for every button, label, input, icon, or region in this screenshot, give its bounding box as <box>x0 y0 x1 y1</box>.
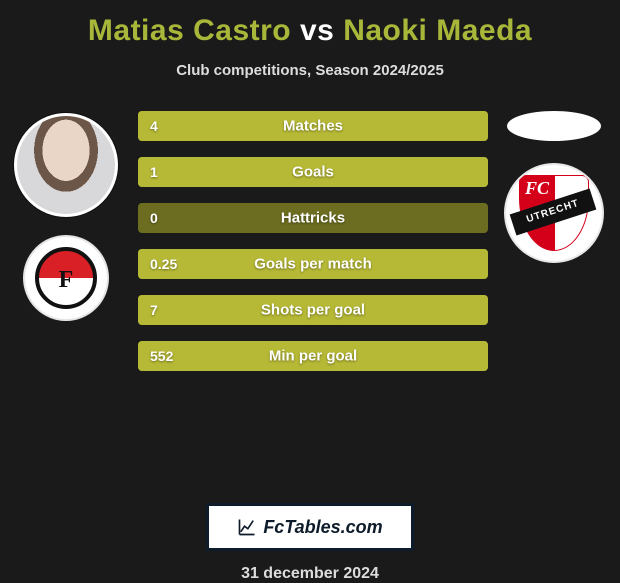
player1-name: Matias Castro <box>88 14 291 47</box>
stat-row: 0Hattricks <box>138 203 488 233</box>
footer-date: 31 december 2024 <box>0 565 620 583</box>
stat-label: Min per goal <box>138 348 488 365</box>
player2-club-logo: FC UTRECHT <box>504 163 604 263</box>
stat-label: Shots per goal <box>138 302 488 319</box>
chart-icon <box>237 517 257 537</box>
stat-label: Goals per match <box>138 256 488 273</box>
brand-badge[interactable]: FcTables.com <box>206 503 414 551</box>
content-area: FC UTRECHT 4Matches 1Goals 0Hattricks 0.25G… <box>0 103 620 493</box>
player2-name: Naoki Maeda <box>343 14 532 47</box>
stat-row: 4Matches <box>138 111 488 141</box>
stat-row: 1Goals <box>138 157 488 187</box>
player1-photo <box>14 113 118 217</box>
stats-bars: 4Matches 1Goals 0Hattricks 0.25Goals per ma… <box>138 111 488 387</box>
brand-text: FcTables.com <box>263 518 382 536</box>
player1-club-logo <box>23 235 109 321</box>
stat-label: Hattricks <box>138 210 488 227</box>
stat-label: Matches <box>138 118 488 135</box>
comparison-title: Matias Castro vs Naoki Maeda <box>0 0 620 48</box>
stat-row: 0.25Goals per match <box>138 249 488 279</box>
stat-row: 552Min per goal <box>138 341 488 371</box>
stat-label: Goals <box>138 164 488 181</box>
vs-text: vs <box>300 14 334 47</box>
player2-photo-placeholder <box>507 111 601 141</box>
right-column: FC UTRECHT <box>494 111 614 263</box>
left-column <box>6 113 126 321</box>
stat-row: 7Shots per goal <box>138 295 488 325</box>
subtitle: Club competitions, Season 2024/2025 <box>0 62 620 79</box>
